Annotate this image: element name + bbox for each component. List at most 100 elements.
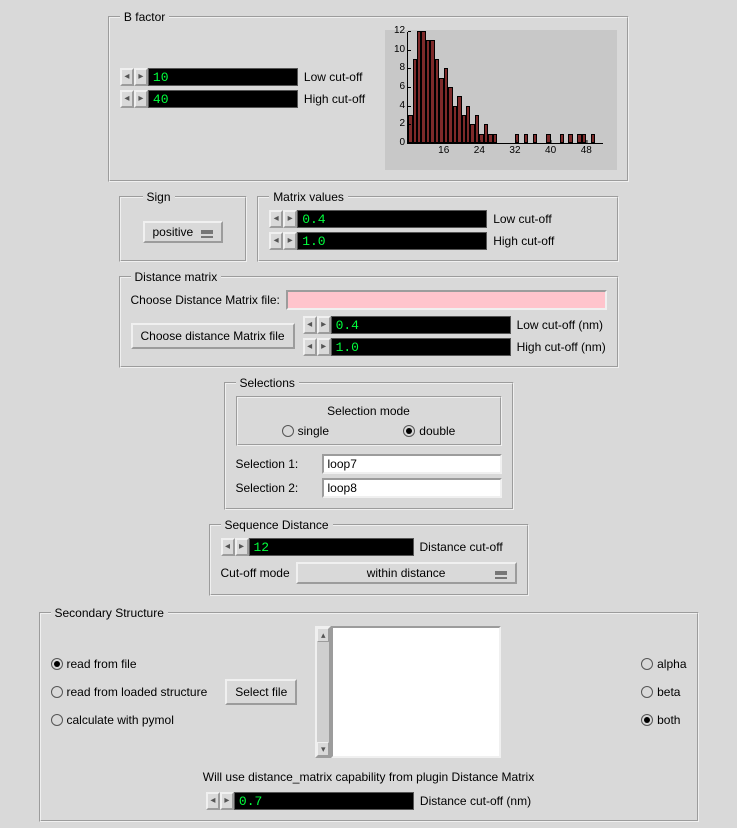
- arrow-left-icon[interactable]: ◂: [221, 538, 235, 556]
- sign-legend: Sign: [143, 190, 175, 204]
- src-pymol-radio[interactable]: calculate with pymol: [51, 713, 208, 727]
- sign-value: positive: [153, 225, 194, 239]
- dm-low-spinner[interactable]: ◂ ▸ 0.4: [303, 316, 511, 334]
- arrow-right-icon[interactable]: ▸: [235, 538, 249, 556]
- secondary-cutoff-label: Distance cut-off (nm): [420, 794, 531, 808]
- dropdown-handle-icon: [201, 230, 213, 234]
- file-listbox[interactable]: ▴ ▾: [315, 626, 501, 758]
- histogram-bar: [591, 134, 595, 143]
- bfactor-high-value[interactable]: 40: [148, 90, 298, 108]
- chart-ytick: 6: [400, 82, 409, 92]
- dm-low-label: Low cut-off (nm): [517, 318, 603, 332]
- seqd-mode-label: Cut-off mode: [221, 566, 290, 580]
- histogram-bar: [568, 134, 572, 143]
- type-beta-radio[interactable]: beta: [641, 685, 686, 699]
- arrow-right-icon[interactable]: ▸: [317, 338, 331, 356]
- matrix-high-label: High cut-off: [493, 234, 554, 248]
- arrow-right-icon[interactable]: ▸: [220, 792, 234, 810]
- scroll-down-icon[interactable]: ▾: [317, 742, 329, 756]
- dm-high-value[interactable]: 1.0: [331, 338, 511, 356]
- src-pymol-label: calculate with pymol: [67, 713, 174, 727]
- bfactor-low-spinner[interactable]: ◂ ▸ 10: [120, 68, 298, 86]
- matrix-low-label: Low cut-off: [493, 212, 551, 226]
- chart-ytick: 0: [400, 138, 409, 148]
- seq-distance-legend: Sequence Distance: [221, 518, 333, 532]
- selection-mode-group: Selection mode single double: [236, 396, 502, 446]
- dm-high-label: High cut-off (nm): [517, 340, 606, 354]
- arrow-left-icon[interactable]: ◂: [120, 68, 134, 86]
- bfactor-group: B factor ◂ ▸ 10 Low cut-off: [108, 10, 629, 182]
- distance-matrix-group: Distance matrix Choose Distance Matrix f…: [119, 270, 619, 368]
- histogram-bar: [560, 134, 564, 143]
- dm-file-label: Choose Distance Matrix file:: [131, 293, 280, 307]
- secondary-cutoff-value[interactable]: 0.7: [234, 792, 414, 810]
- arrow-right-icon[interactable]: ▸: [283, 232, 297, 250]
- histogram-bar: [524, 134, 528, 143]
- seqd-spinner[interactable]: ◂ ▸ 12: [221, 538, 414, 556]
- sign-group: Sign positive: [119, 190, 248, 262]
- arrow-right-icon[interactable]: ▸: [317, 316, 331, 334]
- arrow-left-icon[interactable]: ◂: [303, 338, 317, 356]
- arrow-left-icon[interactable]: ◂: [206, 792, 220, 810]
- matrix-values-group: Matrix values ◂ ▸ 0.4 Low cut-off: [257, 190, 618, 262]
- mode-double-label: double: [419, 424, 455, 438]
- chart-ytick: 2: [400, 119, 409, 129]
- sel2-input[interactable]: [322, 478, 502, 498]
- select-file-button[interactable]: Select file: [225, 679, 297, 705]
- sign-dropdown[interactable]: positive: [143, 221, 224, 243]
- bfactor-low-value[interactable]: 10: [148, 68, 298, 86]
- arrow-right-icon[interactable]: ▸: [134, 68, 148, 86]
- matrix-high-value[interactable]: 1.0: [297, 232, 487, 250]
- arrow-right-icon[interactable]: ▸: [283, 210, 297, 228]
- seqd-cutoff-label: Distance cut-off: [420, 540, 503, 554]
- selections-group: Selections Selection mode single double …: [224, 376, 514, 510]
- bfactor-high-spinner[interactable]: ◂ ▸ 40: [120, 90, 298, 108]
- src-file-radio[interactable]: read from file: [51, 657, 208, 671]
- src-loaded-label: read from loaded structure: [67, 685, 208, 699]
- histogram-bar: [533, 134, 537, 143]
- secondary-note: Will use distance_matrix capability from…: [51, 770, 687, 784]
- dm-low-value[interactable]: 0.4: [331, 316, 511, 334]
- sel1-label: Selection 1:: [236, 457, 316, 471]
- matrix-low-value[interactable]: 0.4: [297, 210, 487, 228]
- secondary-cutoff-spinner[interactable]: ◂ ▸ 0.7: [206, 792, 414, 810]
- seqd-value[interactable]: 12: [249, 538, 414, 556]
- chart-ytick: 4: [400, 101, 409, 111]
- arrow-left-icon[interactable]: ◂: [269, 232, 283, 250]
- chart-ytick: 12: [394, 26, 408, 36]
- sel2-label: Selection 2:: [236, 481, 316, 495]
- chart-xtick: 16: [438, 143, 449, 156]
- listbox-area[interactable]: [331, 626, 501, 758]
- seqd-mode-value: within distance: [367, 566, 446, 580]
- src-file-label: read from file: [67, 657, 137, 671]
- scroll-up-icon[interactable]: ▴: [317, 628, 329, 642]
- src-loaded-radio[interactable]: read from loaded structure: [51, 685, 208, 699]
- choose-dm-file-button[interactable]: Choose distance Matrix file: [131, 323, 295, 349]
- matrix-values-legend: Matrix values: [269, 190, 348, 204]
- secondary-legend: Secondary Structure: [51, 606, 168, 620]
- bfactor-legend: B factor: [120, 10, 169, 24]
- arrow-right-icon[interactable]: ▸: [134, 90, 148, 108]
- mode-double-radio[interactable]: double: [403, 424, 455, 438]
- arrow-left-icon[interactable]: ◂: [269, 210, 283, 228]
- listbox-scrollbar[interactable]: ▴ ▾: [315, 626, 331, 758]
- chart-xtick: 48: [581, 143, 592, 156]
- arrow-left-icon[interactable]: ◂: [120, 90, 134, 108]
- sel1-input[interactable]: [322, 454, 502, 474]
- matrix-high-spinner[interactable]: ◂ ▸ 1.0: [269, 232, 487, 250]
- bfactor-histogram: 0246810121624324048: [385, 30, 617, 170]
- distance-matrix-legend: Distance matrix: [131, 270, 222, 284]
- type-alpha-radio[interactable]: alpha: [641, 657, 686, 671]
- seqd-mode-dropdown[interactable]: within distance: [296, 562, 517, 584]
- chart-xtick: 24: [474, 143, 485, 156]
- scroll-track[interactable]: [317, 642, 329, 742]
- matrix-low-spinner[interactable]: ◂ ▸ 0.4: [269, 210, 487, 228]
- arrow-left-icon[interactable]: ◂: [303, 316, 317, 334]
- mode-single-label: single: [298, 424, 329, 438]
- mode-single-radio[interactable]: single: [282, 424, 329, 438]
- chart-ytick: 10: [394, 45, 408, 55]
- dm-high-spinner[interactable]: ◂ ▸ 1.0: [303, 338, 511, 356]
- type-both-radio[interactable]: both: [641, 713, 686, 727]
- selection-mode-label: Selection mode: [248, 404, 490, 418]
- dm-file-input[interactable]: [286, 290, 607, 310]
